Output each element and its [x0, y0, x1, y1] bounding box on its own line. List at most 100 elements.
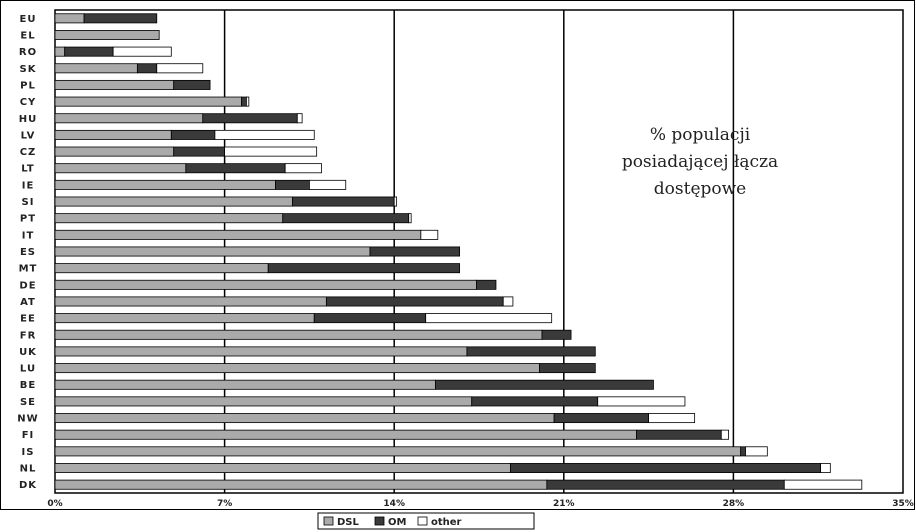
category-label: IS: [22, 447, 35, 458]
bar-om-uk: [466, 346, 596, 357]
category-label: CZ: [20, 147, 37, 158]
bar-dsl-be: [54, 379, 436, 390]
bar-other-cz: [224, 146, 318, 157]
bar-om-de: [476, 279, 497, 290]
bar-dsl-ro: [54, 46, 66, 57]
bar-dsl-at: [54, 296, 327, 307]
bar-other-se: [597, 396, 686, 407]
category-label: RO: [19, 47, 37, 58]
category-label: CY: [20, 97, 37, 108]
category-label: FI: [22, 430, 35, 441]
bar-other-fi: [720, 429, 729, 440]
bar-dsl-fr: [54, 329, 543, 340]
x-tick-label: 7%: [217, 499, 232, 509]
category-label: NL: [20, 464, 37, 475]
bar-dsl-es: [54, 246, 371, 257]
bar-om-ee: [313, 313, 427, 324]
bar-dsl-dk: [54, 479, 548, 490]
bar-dsl-nw: [54, 413, 555, 424]
category-label: IT: [22, 230, 35, 241]
bar-dsl-hu: [54, 113, 204, 124]
category-label: BE: [20, 380, 36, 391]
bar-dsl-eu: [54, 13, 85, 24]
bar-dsl-si: [54, 196, 293, 207]
legend-label-om: OM: [388, 517, 407, 528]
bar-om-fi: [636, 429, 722, 440]
bar-om-ro: [64, 46, 114, 57]
category-label: SI: [22, 197, 35, 208]
bar-om-hu: [202, 113, 298, 124]
bar-om-lt: [185, 163, 286, 174]
bar-om-pt: [282, 213, 410, 224]
bar-dsl-ie: [54, 179, 276, 190]
bar-dsl-el: [54, 30, 160, 40]
category-label: EU: [20, 14, 37, 25]
bar-dsl-se: [54, 396, 473, 407]
bar-dsl-is: [54, 446, 742, 457]
bar-om-fr: [541, 329, 572, 340]
bar-om-dk: [546, 479, 785, 490]
bar-other-si: [393, 196, 398, 207]
category-label: PT: [20, 214, 36, 225]
bar-other-hu: [296, 113, 303, 124]
bar-om-be: [434, 379, 654, 390]
x-tick-label: 28%: [723, 499, 745, 509]
x-tick-label: 21%: [553, 499, 575, 509]
bar-om-at: [325, 296, 504, 307]
legend-swatch-dsl: [323, 516, 334, 526]
category-label: UK: [19, 347, 37, 358]
bar-dsl-cz: [54, 146, 175, 157]
category-label: DE: [19, 280, 36, 291]
bar-other-lt: [284, 163, 322, 174]
bar-dsl-fi: [54, 429, 637, 440]
legend-swatch-other: [417, 516, 428, 526]
bar-om-eu: [83, 13, 158, 24]
bar-om-es: [369, 246, 461, 257]
chart-annotation: % populacji posiadającej łącza dostępowe: [622, 125, 778, 199]
category-label: FR: [20, 330, 37, 341]
legend-swatch-om: [374, 516, 385, 526]
bar-om-si: [292, 196, 395, 207]
bar-other-pt: [408, 213, 412, 224]
x-tick-label: 0%: [47, 499, 62, 509]
bar-other-ie: [308, 179, 347, 190]
bar-dsl-it: [54, 229, 422, 240]
category-label: NW: [17, 414, 38, 425]
x-tick-labels: 0% 7% 14% 21% 28% 35%: [47, 499, 913, 509]
category-label: PL: [20, 80, 36, 91]
category-label: LV: [21, 130, 36, 141]
category-label: EL: [20, 30, 35, 41]
bar-om-ie: [275, 179, 310, 190]
bar-other-nl: [820, 463, 831, 473]
bar-om-se: [471, 396, 599, 407]
bar-dsl-de: [54, 279, 477, 290]
bar-om-sk: [136, 63, 158, 74]
x-tick-label: 14%: [383, 499, 405, 509]
bar-dsl-cy: [54, 96, 242, 107]
legend-label-dsl: DSL: [337, 517, 360, 528]
bar-dsl-uk: [54, 346, 468, 357]
category-label: HU: [19, 114, 38, 125]
bar-om-lv: [170, 129, 216, 140]
bar-om-cz: [173, 146, 226, 157]
bar-om-nw: [553, 413, 650, 424]
bar-dsl-ee: [54, 313, 315, 324]
bar-dsl-lv: [54, 129, 172, 140]
bar-om-is: [740, 446, 746, 457]
bars: [54, 13, 863, 490]
category-label: ES: [20, 247, 36, 258]
legend: DSL OM other: [317, 512, 535, 530]
category-label: LU: [20, 364, 36, 375]
category-label: LT: [21, 164, 35, 175]
category-label: DK: [19, 480, 37, 491]
bar-other-it: [420, 229, 439, 240]
bar-om-lu: [539, 363, 596, 374]
bar-om-mt: [267, 263, 461, 274]
bar-dsl-lu: [54, 363, 540, 374]
bar-dsl-lt: [54, 163, 187, 174]
annotation-line: posiadającej łącza: [622, 152, 778, 172]
bar-om-pl: [173, 79, 211, 90]
bar-other-ro: [112, 46, 172, 57]
bar-other-dk: [783, 479, 863, 490]
